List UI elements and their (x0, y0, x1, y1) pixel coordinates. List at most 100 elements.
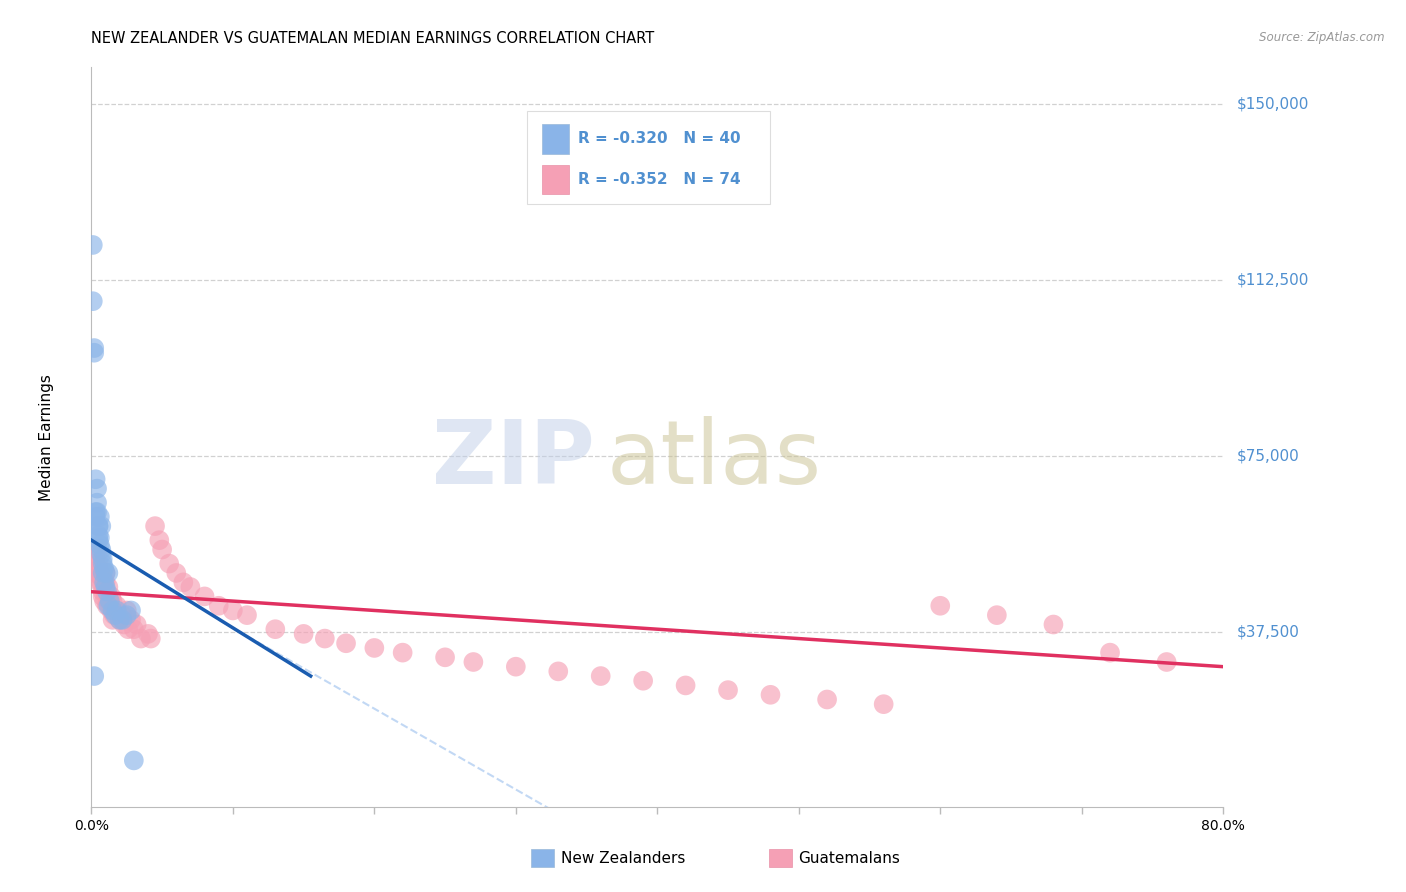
Point (872, 697, 894, 711)
Point (391, 646, 413, 660)
Text: atlas: atlas (606, 416, 821, 503)
Point (363, 640, 385, 655)
Point (83, 557, 105, 571)
Point (91, 552, 114, 566)
Point (589, 669, 612, 683)
Point (82, 294, 104, 309)
Point (93, 575, 115, 590)
Point (86, 547, 108, 561)
Point (94, 566, 117, 580)
Point (172, 575, 194, 590)
Point (82, 238, 104, 252)
Point (157, 557, 180, 571)
Point (86, 496, 108, 510)
Text: $150,000: $150,000 (1237, 97, 1309, 112)
Text: Median Earnings: Median Earnings (38, 374, 53, 500)
Point (120, 603, 142, 617)
Bar (527, 112, 770, 204)
Point (84, 472, 107, 486)
Point (193, 590, 217, 604)
Point (631, 673, 654, 688)
Point (463, 655, 485, 669)
Text: $75,000: $75,000 (1237, 449, 1301, 463)
Point (103, 608, 125, 623)
Point (129, 632, 152, 646)
Point (94, 584, 117, 599)
Point (105, 603, 128, 617)
Point (87, 528, 110, 542)
Point (94, 575, 117, 590)
Point (292, 627, 315, 641)
Point (93, 561, 115, 575)
Point (94, 580, 117, 594)
Point (117, 622, 139, 636)
Point (1042, 617, 1064, 632)
Point (97, 599, 120, 613)
Point (87, 561, 110, 575)
Point (179, 580, 201, 594)
Point (96, 599, 118, 613)
Point (83, 341, 105, 355)
Text: ZIP: ZIP (432, 416, 595, 503)
Point (115, 608, 138, 623)
Point (111, 613, 134, 627)
Point (91, 557, 114, 571)
Point (100, 603, 122, 617)
Point (929, 599, 952, 613)
Point (101, 594, 124, 608)
Point (264, 622, 287, 636)
Point (86, 482, 108, 496)
Point (100, 590, 122, 604)
Point (314, 632, 336, 646)
Point (89, 531, 111, 545)
Point (208, 599, 231, 613)
Text: Guatemalans: Guatemalans (799, 851, 900, 865)
Text: Source: ZipAtlas.com: Source: ZipAtlas.com (1260, 31, 1385, 45)
Point (91, 584, 114, 599)
Point (108, 613, 131, 627)
Point (115, 603, 138, 617)
Point (84, 505, 107, 519)
Text: $37,500: $37,500 (1237, 624, 1301, 639)
Point (98, 594, 121, 608)
Point (675, 678, 697, 692)
Point (986, 608, 1008, 623)
Point (87, 533, 110, 548)
Point (87, 519, 110, 533)
Point (105, 599, 128, 613)
Bar (541, 124, 569, 153)
Bar (541, 165, 569, 194)
Point (86, 542, 108, 557)
Point (434, 650, 457, 665)
Point (90, 519, 112, 533)
Point (547, 665, 569, 679)
Point (87, 557, 110, 571)
Point (111, 608, 134, 623)
Point (90, 547, 112, 561)
Point (87, 519, 110, 533)
Point (91, 590, 114, 604)
Point (97, 594, 120, 608)
Point (98, 594, 121, 608)
Point (148, 533, 170, 548)
Point (87, 566, 110, 580)
Point (96, 584, 118, 599)
Point (759, 688, 782, 702)
Point (90, 575, 112, 590)
Point (90, 571, 112, 585)
Point (165, 566, 187, 580)
Text: New Zealanders: New Zealanders (561, 851, 685, 865)
Point (143, 519, 166, 533)
Text: $112,500: $112,500 (1237, 273, 1309, 287)
Point (139, 632, 162, 646)
Point (84, 509, 107, 524)
Point (236, 608, 259, 623)
Point (815, 692, 838, 706)
Point (89, 538, 111, 552)
Point (97, 580, 120, 594)
Point (83, 345, 105, 359)
Point (84, 566, 107, 580)
Point (93, 594, 115, 608)
Point (93, 580, 115, 594)
Point (136, 627, 159, 641)
